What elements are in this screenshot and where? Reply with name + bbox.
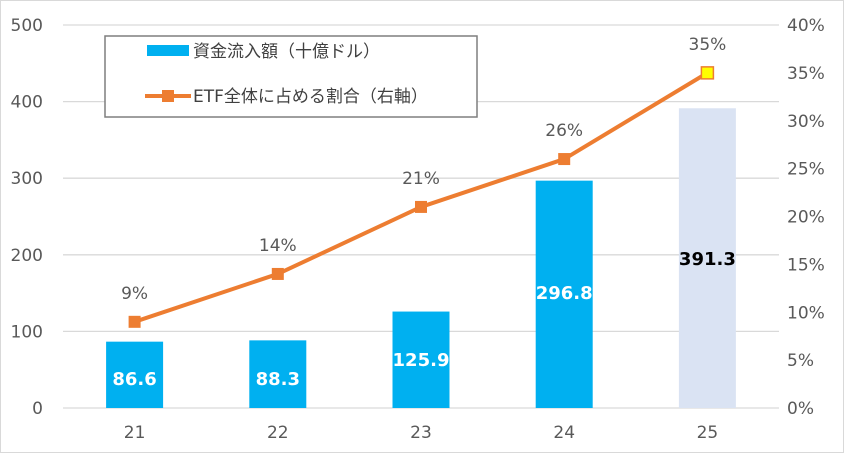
right-axis-tick-label: 0%	[787, 399, 814, 419]
x-axis-tick-label: 24	[553, 423, 575, 443]
line-value-label: 21%	[402, 169, 440, 189]
line-value-label: 9%	[121, 284, 148, 304]
right-axis-tick-label: 20%	[787, 208, 825, 228]
left-axis-tick-label: 0	[32, 399, 43, 419]
line-series: 9% 14% 21% 26% 35%	[121, 35, 726, 328]
x-axis: 21 22 23 24 25	[124, 423, 718, 443]
x-axis-tick-label: 25	[697, 423, 719, 443]
legend-line-label: ETF全体に占める割合（右軸）	[193, 87, 428, 107]
left-axis-tick-label: 100	[11, 322, 43, 342]
bar-value-label: 391.3	[679, 249, 736, 270]
right-axis-tick-label: 5%	[787, 351, 814, 371]
bar	[678, 108, 736, 409]
legend-line-marker-icon	[162, 90, 174, 102]
bar	[535, 180, 593, 408]
bar-value-label: 125.9	[393, 350, 450, 371]
legend-bar-swatch-icon	[147, 45, 189, 56]
bar	[249, 340, 307, 408]
line-marker-icon	[558, 153, 571, 166]
line-value-label: 14%	[259, 236, 297, 256]
right-axis-tick-label: 25%	[787, 160, 825, 180]
line-marker-icon	[128, 315, 141, 328]
legend: 資金流入額（十億ドル） ETF全体に占める割合（右軸）	[104, 35, 478, 118]
line-marker-icon	[700, 66, 715, 80]
line-value-label: 26%	[545, 121, 583, 141]
left-axis-tick-label: 200	[11, 246, 43, 266]
bar	[392, 311, 450, 408]
left-y-axis: 0 100 200 300 400 500	[11, 16, 43, 419]
legend-bar-label: 資金流入額（十億ドル）	[193, 42, 380, 62]
bar-value-label: 86.6	[112, 369, 156, 390]
x-axis-tick-label: 23	[410, 423, 432, 443]
right-axis-tick-label: 35%	[787, 64, 825, 84]
line-value-label: 35%	[689, 35, 727, 55]
right-axis-tick-label: 15%	[787, 255, 825, 275]
left-axis-tick-label: 300	[11, 169, 43, 189]
right-y-axis: 0% 5% 10% 15% 20% 25% 30% 35% 40%	[787, 16, 825, 419]
right-axis-tick-label: 30%	[787, 112, 825, 132]
right-axis-tick-label: 10%	[787, 303, 825, 323]
x-axis-tick-label: 22	[267, 423, 289, 443]
right-axis-tick-label: 40%	[787, 16, 825, 36]
bar-value-label: 88.3	[256, 369, 300, 390]
x-axis-tick-label: 21	[124, 423, 146, 443]
line-marker-icon	[415, 200, 427, 213]
line-marker-icon	[271, 267, 284, 280]
left-axis-tick-label: 500	[11, 16, 43, 36]
bar	[106, 341, 164, 408]
bar-value-label: 296.8	[536, 283, 593, 304]
bar-series: 86.6 88.3 125.9 296.8 391.3	[106, 108, 736, 409]
left-axis-tick-label: 400	[11, 93, 43, 113]
